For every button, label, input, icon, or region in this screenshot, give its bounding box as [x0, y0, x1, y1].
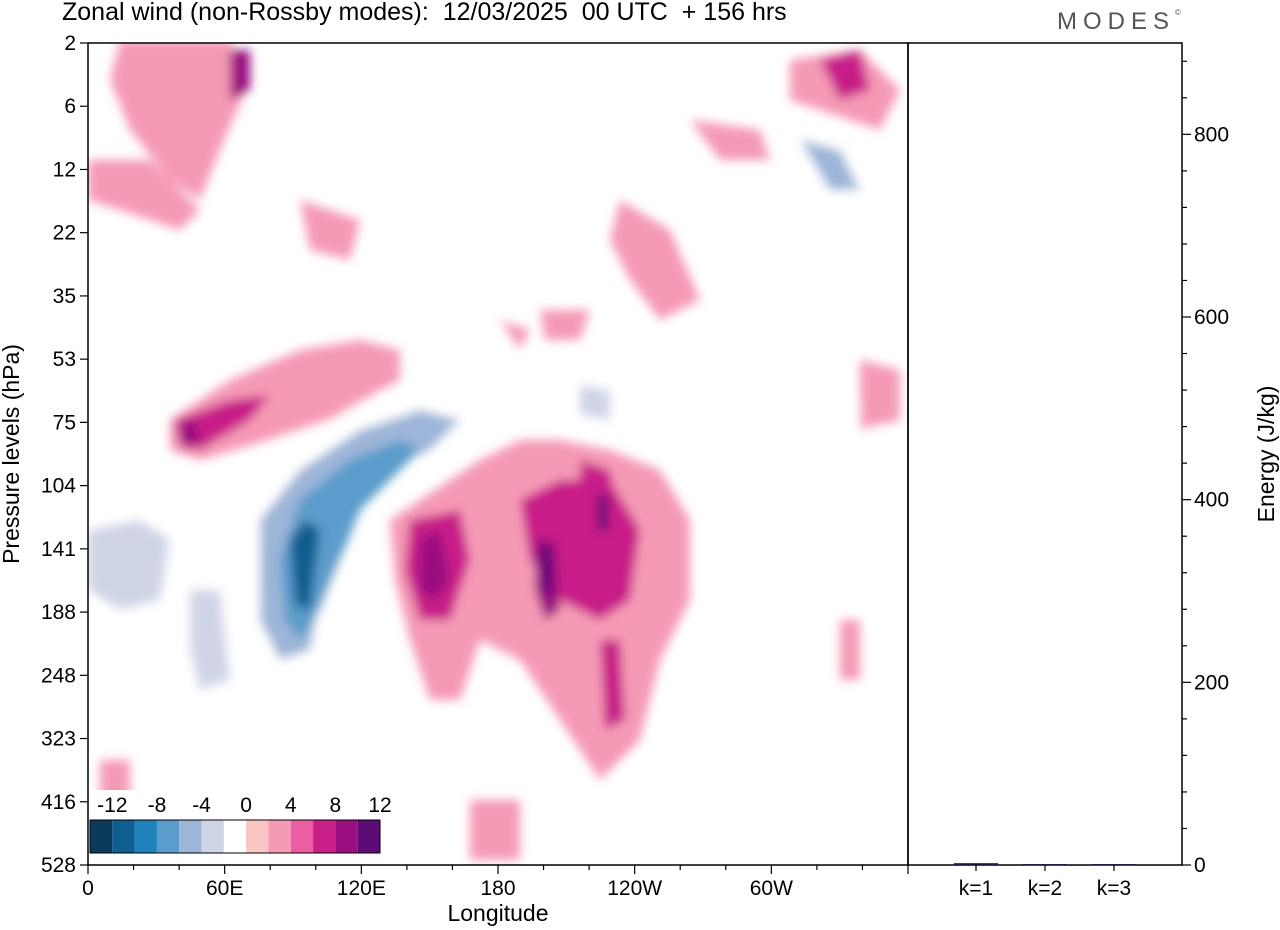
- field-band: [280, 440, 420, 640]
- colorbar-tick-label: 4: [285, 794, 297, 817]
- energy-tick-label: 800: [1194, 123, 1229, 146]
- field-band: [660, 330, 720, 380]
- field-band: [88, 520, 170, 610]
- energy-bar: [1023, 864, 1067, 866]
- bar-category-label: k=2: [1028, 877, 1062, 900]
- field-band: [178, 420, 200, 450]
- y-tick-label: 53: [53, 348, 76, 371]
- y-tick-label: 528: [41, 854, 76, 877]
- y-axis: 2 6 12 22 35 53 75 104 141 188 248 323 416 528: [41, 32, 88, 877]
- field-band: [420, 530, 450, 600]
- colorbar-tick-label: 0: [240, 794, 252, 817]
- x-tick-label: 0: [82, 877, 94, 900]
- field-band: [610, 200, 700, 320]
- field-band: [500, 320, 530, 350]
- energy-bar: [1092, 864, 1136, 866]
- colorbar-tick-label: -12: [97, 794, 127, 817]
- bar-series: k=1 k=2 k=3: [954, 863, 1136, 900]
- chart-title: Zonal wind (non-Rossby modes): 12/03/202…: [62, 0, 787, 26]
- field-band: [230, 50, 250, 100]
- colorbar-swatch: [290, 820, 314, 853]
- y-tick-label: 35: [53, 285, 76, 308]
- field-band: [690, 120, 770, 160]
- brand-mark: ©: [1175, 8, 1181, 17]
- x-tick-label: 60W: [750, 877, 793, 900]
- bar-category-label: k=1: [959, 877, 993, 900]
- colorbar: -12 -8 -4 0 4 8 12: [88, 790, 392, 855]
- x-tick-label: 120W: [607, 877, 662, 900]
- colorbar-swatch: [335, 820, 358, 853]
- brand-text: MODES: [1057, 8, 1176, 35]
- brand-logo: MODES©: [1057, 8, 1181, 36]
- colorbar-tick-label: -4: [192, 794, 211, 817]
- field-band: [720, 540, 790, 680]
- field-band: [820, 50, 870, 100]
- x-tick-label: 60E: [206, 877, 243, 900]
- colorbar-tick-label: 8: [330, 794, 342, 817]
- field-band: [800, 140, 860, 190]
- field-band: [570, 90, 680, 170]
- energy-tick-label: 400: [1194, 489, 1229, 512]
- colorbar-tick-label: 12: [368, 794, 391, 817]
- y-tick-label: 416: [41, 791, 76, 814]
- y-tick-label: 141: [41, 538, 76, 561]
- y-tick-label: 323: [41, 728, 76, 751]
- field-band: [540, 310, 590, 340]
- colorbar-swatch: [268, 820, 291, 853]
- y-tick-label: 104: [41, 475, 76, 498]
- y-axis-label: Pressure levels (hPa): [0, 344, 24, 564]
- x-axis: 0 60E 120E 180 120W 60W: [82, 865, 909, 900]
- colorbar-swatch: [246, 820, 269, 853]
- colorbar-swatch: [223, 820, 247, 853]
- field-band: [860, 360, 900, 430]
- energy-tick-label: 0: [1194, 854, 1206, 877]
- x-tick-label: 120E: [337, 877, 386, 900]
- bar-panel-frame: [907, 42, 1183, 866]
- colorbar-swatch: [112, 820, 135, 853]
- field-band: [730, 710, 800, 830]
- bar-category-label: k=3: [1097, 877, 1131, 900]
- field-band: [410, 780, 440, 860]
- colorbar-swatch: [134, 820, 157, 853]
- field-band: [300, 200, 360, 260]
- field-band: [190, 590, 230, 690]
- field-band: [110, 43, 250, 200]
- y-tick-label: 2: [64, 32, 76, 55]
- field-band: [540, 545, 553, 592]
- colorbar-swatch: [179, 820, 202, 853]
- x-axis-label: Longitude: [447, 900, 548, 926]
- field-band: [88, 270, 140, 390]
- heatmap-field: [88, 43, 900, 860]
- energy-axis-label: Energy (J/kg): [1253, 386, 1279, 523]
- field-band: [88, 160, 200, 230]
- colorbar-swatch: [156, 820, 180, 853]
- y-tick-label: 75: [53, 411, 76, 434]
- field-band: [470, 800, 520, 860]
- colorbar-swatch: [90, 820, 113, 853]
- field-band: [700, 380, 880, 540]
- field-band: [410, 50, 560, 160]
- x-tick-label: 180: [480, 877, 515, 900]
- field-band: [290, 520, 320, 610]
- colorbar-tick-label: -8: [148, 794, 167, 817]
- colorbar-swatch: [357, 820, 380, 853]
- y-tick-label: 188: [41, 601, 76, 624]
- energy-axis: 0 200 400 600 800: [1182, 60, 1229, 877]
- field-band: [600, 640, 625, 730]
- energy-tick-label: 600: [1194, 306, 1229, 329]
- y-tick-label: 22: [53, 222, 76, 245]
- y-tick-label: 248: [41, 664, 76, 687]
- y-tick-label: 12: [53, 158, 76, 181]
- colorbar-swatch: [201, 820, 224, 853]
- energy-bar: [954, 863, 998, 865]
- y-tick-label: 6: [64, 95, 76, 118]
- field-band: [580, 385, 610, 420]
- colorbar-frame: [89, 819, 381, 854]
- energy-tick-label: 200: [1194, 671, 1229, 694]
- field-band: [840, 620, 860, 680]
- colorbar-swatch: [313, 820, 336, 853]
- field-band: [598, 495, 608, 530]
